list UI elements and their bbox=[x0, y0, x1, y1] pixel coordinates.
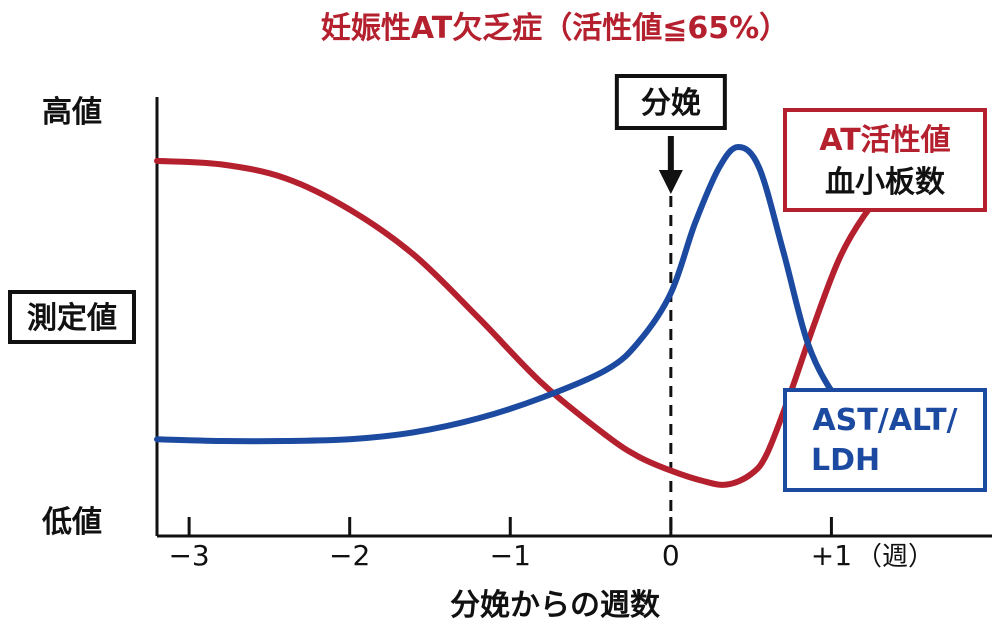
x-ticks: −3 −2 −1 0 +1 bbox=[168, 517, 852, 572]
x-unit-label: （週） bbox=[856, 542, 934, 572]
x-tick-label-1: −2 bbox=[329, 539, 370, 572]
ast-alt-ldh-line bbox=[154, 144, 907, 445]
x-axis-label: 分娩からの週数 bbox=[450, 588, 661, 623]
at-activity-line bbox=[154, 157, 907, 488]
legend-ast-line2: LDH bbox=[811, 443, 880, 478]
y-low-label: 低値 bbox=[41, 505, 102, 540]
x-tick-label-3: 0 bbox=[662, 539, 680, 572]
y-axis-label: 測定値 bbox=[27, 301, 117, 336]
x-tick-label-4: +1 bbox=[811, 539, 852, 572]
x-tick-label-2: −1 bbox=[490, 539, 531, 572]
delivery-label-box bbox=[614, 74, 727, 130]
legend-ast: AST/ALT/ LDH bbox=[783, 388, 987, 492]
chart-title: 妊娠性AT欠乏症（活性値≦65%） bbox=[321, 11, 789, 46]
legend-ast-line1: AST/ALT/ bbox=[812, 403, 957, 438]
series-lines bbox=[154, 144, 907, 488]
delivery-label: 分娩 bbox=[641, 86, 701, 121]
ylabel-box: 測定値 bbox=[8, 290, 136, 344]
legend-at: AT活性値 血小板数 bbox=[783, 108, 987, 212]
x-tick-label-0: −3 bbox=[168, 539, 209, 572]
delivery-marker: 分娩 bbox=[614, 74, 727, 534]
legend-at-line1: AT活性値 bbox=[819, 123, 950, 158]
delivery-arrow bbox=[658, 136, 683, 194]
legend-at-line2: 血小板数 bbox=[825, 165, 946, 200]
y-high-label: 高値 bbox=[42, 95, 102, 130]
